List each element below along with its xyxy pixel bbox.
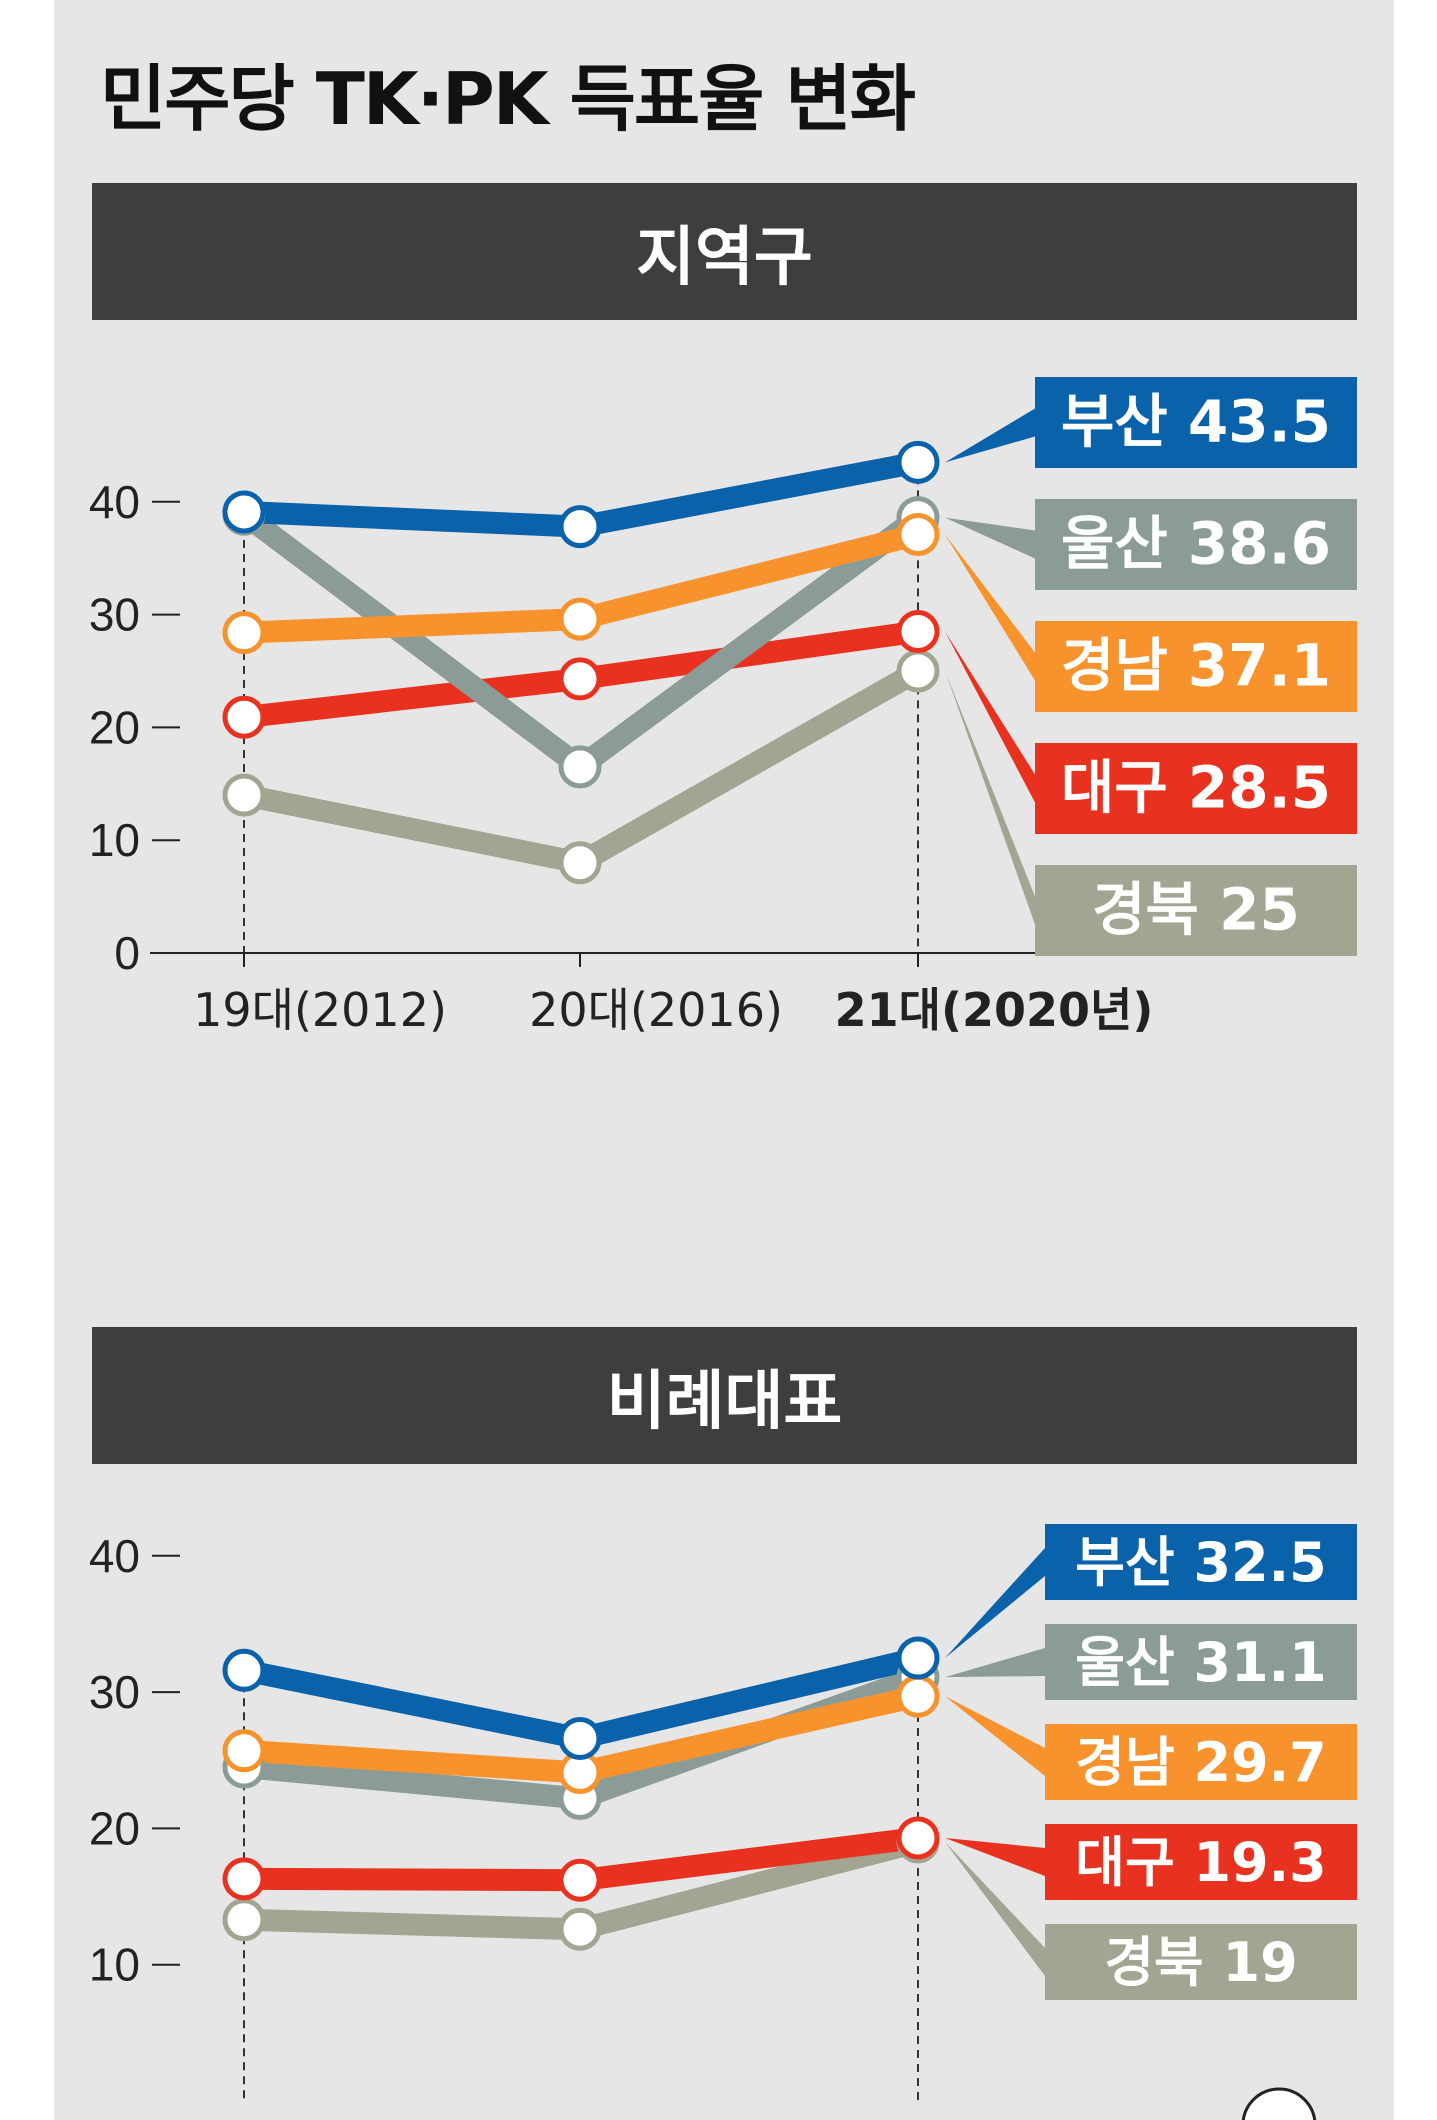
data-point-경북: [558, 841, 602, 885]
label-box-대구: [1045, 1824, 1357, 1900]
label-text-대구: 대구 19.3: [1075, 1831, 1326, 1894]
leader-울산: [945, 1648, 1045, 1678]
label-text-울산: 울산 31.1: [1075, 1631, 1326, 1694]
data-point-대구: [222, 1857, 266, 1901]
label-text-부산: 부산 43.5: [1061, 388, 1331, 456]
leader-경북: [945, 1842, 1045, 1976]
label-box-경남: [1035, 621, 1357, 712]
y-tick-label: 30: [89, 1666, 140, 1718]
label-text-경남: 경남 29.7: [1075, 1731, 1326, 1794]
data-point-부산: [896, 440, 940, 484]
data-point-대구: [222, 695, 266, 739]
y-tick-label: 40: [89, 1530, 140, 1582]
label-box-울산: [1035, 499, 1357, 590]
data-point-울산: [558, 745, 602, 789]
leader-부산: [945, 1548, 1045, 1659]
label-box-경북: [1045, 1924, 1357, 2000]
close-icon: [1241, 2087, 1317, 2120]
label-box-부산: [1045, 1524, 1357, 1600]
leader-경남: [945, 534, 1035, 681]
data-point-부산: [222, 1648, 266, 1692]
data-point-경남: [896, 513, 940, 557]
data-point-경남: [222, 1729, 266, 1773]
y-tick-label: 10: [89, 1939, 140, 1991]
data-point-경북: [558, 1907, 602, 1951]
x-tick-label: 21대(2020년): [835, 983, 1154, 1037]
section-header-district: 지역구: [92, 183, 1357, 320]
leader-대구: [945, 1837, 1045, 1876]
label-box-경남: [1045, 1724, 1357, 1800]
y-tick-label: 0: [114, 927, 140, 979]
y-tick-label: 30: [89, 589, 140, 641]
data-point-경북: [896, 649, 940, 693]
label-text-대구: 대구 28.5: [1061, 754, 1331, 822]
label-box-울산: [1045, 1624, 1357, 1700]
label-text-경북: 경북 25: [1092, 876, 1300, 944]
label-text-경북: 경북 19: [1104, 1931, 1297, 1994]
section-header-proportional: 비례대표: [92, 1327, 1357, 1464]
x-tick-label: 20대(2016): [529, 983, 783, 1037]
data-point-부산: [558, 1716, 602, 1760]
leader-경남: [945, 1696, 1045, 1776]
x-tick-label: 19대(2012): [193, 983, 447, 1037]
data-point-경북: [222, 1898, 266, 1942]
data-point-부산: [558, 505, 602, 549]
leader-대구: [945, 631, 1035, 803]
leader-경북: [945, 671, 1035, 925]
label-box-대구: [1035, 743, 1357, 834]
data-point-대구: [896, 1816, 940, 1860]
data-point-대구: [558, 657, 602, 701]
y-tick-label: 20: [89, 701, 140, 753]
data-point-부산: [896, 1636, 940, 1680]
data-point-경남: [222, 611, 266, 655]
label-box-경북: [1035, 865, 1357, 956]
data-point-대구: [558, 1858, 602, 1902]
page-title: 민주당 TK·PK 득표율 변화: [100, 57, 916, 141]
label-box-부산: [1035, 377, 1357, 468]
data-point-부산: [222, 490, 266, 534]
label-text-부산: 부산 32.5: [1075, 1531, 1326, 1594]
label-text-울산: 울산 38.6: [1061, 510, 1331, 578]
y-tick-label: 20: [89, 1802, 140, 1854]
data-point-경북: [222, 773, 266, 817]
data-point-대구: [896, 610, 940, 654]
data-point-경남: [896, 1674, 940, 1718]
leader-부산: [945, 408, 1035, 463]
leader-울산: [945, 517, 1035, 559]
label-text-경남: 경남 37.1: [1061, 632, 1331, 700]
y-tick-label: 10: [89, 814, 140, 866]
data-point-경남: [558, 597, 602, 641]
y-tick-label: 40: [89, 476, 140, 528]
